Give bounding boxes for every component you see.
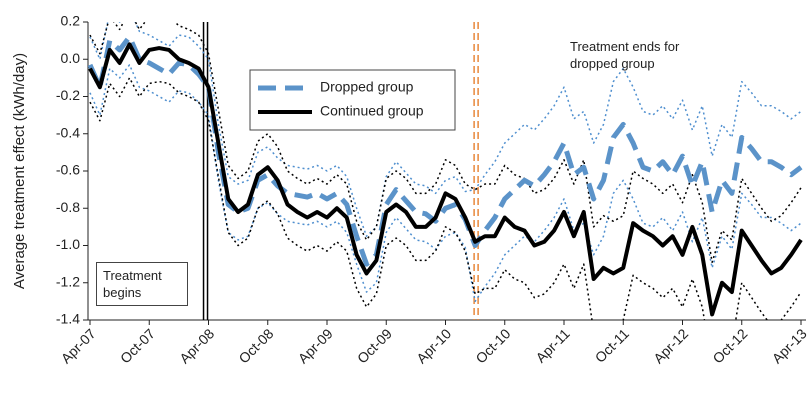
x-tick-label: Apr-07 (58, 325, 99, 366)
series-line (89, 22, 802, 237)
x-tick-label: Oct-07 (117, 325, 158, 366)
x-tick-label: Apr-11 (532, 325, 572, 365)
y-tick-label: 0.0 (61, 50, 81, 66)
series-line (88, 34, 803, 267)
x-tick-label: Apr-10 (413, 325, 454, 366)
x-tick-label: Oct-12 (709, 325, 750, 366)
y-axis-label: Average treatment effect (kWh/day) (11, 53, 28, 289)
x-tick-label: Apr-08 (176, 325, 217, 366)
y-tick-label: -1.0 (56, 236, 80, 252)
x-tick-label: Oct-09 (354, 325, 395, 366)
legend-label: Dropped group (320, 79, 414, 95)
y-tick-label: -1.2 (56, 273, 80, 289)
x-tick-label: Apr-12 (650, 325, 691, 366)
y-tick-label: -0.8 (56, 199, 80, 215)
series-line (89, 64, 802, 303)
y-tick-label: 0.2 (61, 13, 81, 29)
x-tick-label: Oct-08 (235, 325, 276, 366)
legend-box (249, 69, 456, 131)
series-line (89, 77, 802, 320)
x-tick-label: Apr-09 (295, 325, 336, 366)
legend-label: Continued group (320, 103, 424, 119)
series-line (88, 42, 803, 317)
series-line (89, 22, 802, 264)
y-tick-label: -1.4 (56, 311, 80, 327)
y-tick-label: -0.2 (56, 87, 80, 103)
x-tick-label: Oct-10 (472, 325, 513, 366)
y-tick-label: -0.4 (56, 124, 80, 140)
x-tick-label: Apr-13 (769, 325, 809, 366)
annotation: Treatment ends for dropped group (570, 39, 680, 71)
plot-area (88, 22, 803, 320)
x-tick-label: Oct-11 (592, 325, 632, 365)
annotation: Treatment begins (96, 262, 188, 306)
y-tick-label: -0.6 (56, 162, 80, 178)
